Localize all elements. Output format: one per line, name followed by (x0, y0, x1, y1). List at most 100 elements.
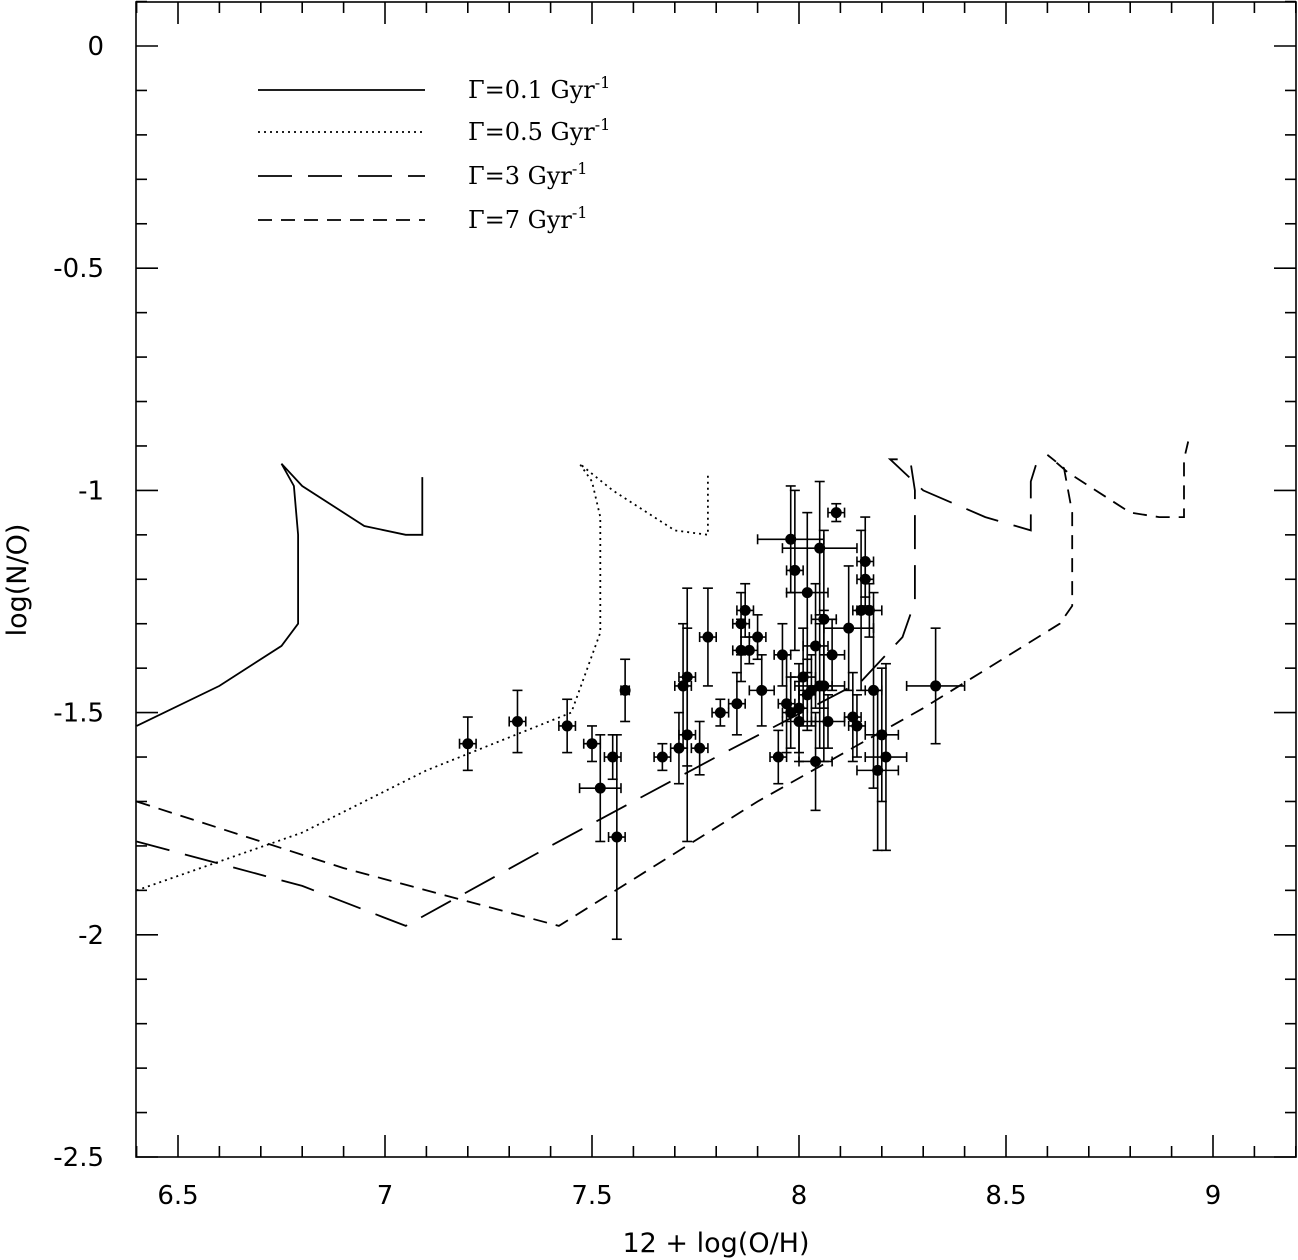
point-marker (822, 715, 834, 727)
data-point (698, 587, 718, 687)
data-point (785, 489, 804, 652)
data-point (607, 734, 626, 941)
data-point (653, 742, 672, 772)
point-marker (801, 689, 813, 701)
point-marker (789, 564, 801, 576)
point-marker (818, 680, 830, 692)
point-marker (872, 764, 884, 776)
point-marker (876, 729, 888, 741)
point-marker (586, 738, 598, 750)
point-marker (814, 542, 826, 554)
data-point (736, 582, 755, 638)
data-point (827, 502, 846, 523)
point-marker (462, 738, 474, 750)
point-marker (826, 649, 838, 661)
data-point (856, 560, 875, 598)
x-tick-label: 8.5 (985, 1181, 1026, 1211)
point-marker (656, 751, 668, 763)
point-marker (677, 680, 689, 692)
point-marker (810, 755, 822, 767)
legend-label-exponent: -1 (572, 203, 588, 222)
data-point (619, 658, 631, 723)
point-marker (752, 631, 764, 643)
data-point (690, 720, 709, 776)
model-track-short-dash (136, 441, 1190, 927)
x-tick-label: 9 (1205, 1181, 1222, 1211)
legend-label-exponent: -1 (595, 73, 611, 92)
point-marker (731, 698, 743, 710)
legend-label-exponent: -1 (595, 115, 611, 134)
y-tick-label: -1.5 (53, 699, 104, 729)
model-track-solid (136, 463, 424, 727)
point-marker (847, 711, 859, 723)
point-marker (619, 684, 631, 696)
legend-label: Γ=3 Gyr-1 (468, 159, 587, 190)
data-point (785, 511, 829, 674)
point-marker (611, 831, 623, 843)
point-marker (863, 604, 875, 616)
point-marker (714, 707, 726, 719)
point-marker (785, 533, 797, 545)
y-tick-label: -2.5 (53, 1143, 104, 1173)
x-tick-label: 6.5 (157, 1181, 198, 1211)
data-point (798, 658, 817, 732)
x-tick-label: 7 (377, 1181, 394, 1211)
data-point (818, 618, 846, 692)
point-marker (851, 720, 863, 732)
data-point (781, 480, 858, 616)
data-point (578, 734, 622, 843)
legend-label: Γ=0.5 Gyr-1 (468, 115, 610, 146)
model-tracks (136, 441, 1190, 927)
data-point (781, 676, 800, 749)
point-marker (694, 742, 706, 754)
point-marker (797, 671, 809, 683)
x-tick-label: 7.5 (571, 1181, 612, 1211)
legend-label-exponent: -1 (572, 159, 588, 178)
x-tick-label: 8 (791, 1181, 808, 1211)
data-point (847, 694, 867, 758)
point-marker (859, 573, 871, 585)
x-axis-label: 12 + log(O/H) (622, 1228, 809, 1259)
point-marker (772, 751, 784, 763)
legend: Γ=0.1 Gyr-1 Γ=0.5 Gyr-1 Γ=3 Gyr-1 Γ=7 Gyr-1 (258, 73, 610, 234)
legend-label: Γ=0.1 Gyr-1 (468, 73, 610, 104)
y-tick-label: -1 (78, 476, 104, 506)
axis-ticks: 6.5 7 7.5 8 8.5 9 0 -0.5 -1 -1.5 -2 -2.5 (53, 0, 1297, 1211)
data-point (711, 698, 730, 727)
data-point (823, 565, 875, 692)
point-marker (743, 644, 755, 656)
point-marker (756, 684, 768, 696)
point-marker (801, 587, 813, 599)
point-marker (702, 631, 714, 643)
point-marker (810, 640, 822, 652)
model-track-long-dash (136, 454, 1040, 927)
data-point (508, 689, 527, 754)
point-marker (739, 604, 751, 616)
y-tick-label: 0 (87, 32, 104, 62)
data-point (864, 662, 908, 852)
point-marker (785, 707, 797, 719)
data-point (558, 698, 577, 754)
legend-label: Γ=7 Gyr-1 (468, 203, 587, 234)
data-point (458, 716, 477, 772)
data-point (748, 614, 767, 661)
point-marker (594, 782, 606, 794)
data-point (769, 729, 788, 785)
point-marker (843, 622, 855, 634)
data-point (673, 622, 693, 749)
point-marker (781, 698, 793, 710)
data-point (905, 627, 966, 745)
data-point (727, 671, 746, 736)
y-axis-label: log(N/O) (2, 524, 33, 637)
point-marker (511, 715, 523, 727)
point-marker (930, 680, 942, 692)
data-point (856, 689, 900, 852)
data-points (458, 480, 966, 941)
data-point (814, 609, 833, 763)
data-point (678, 627, 697, 843)
point-marker (561, 720, 573, 732)
data-point (777, 654, 796, 754)
